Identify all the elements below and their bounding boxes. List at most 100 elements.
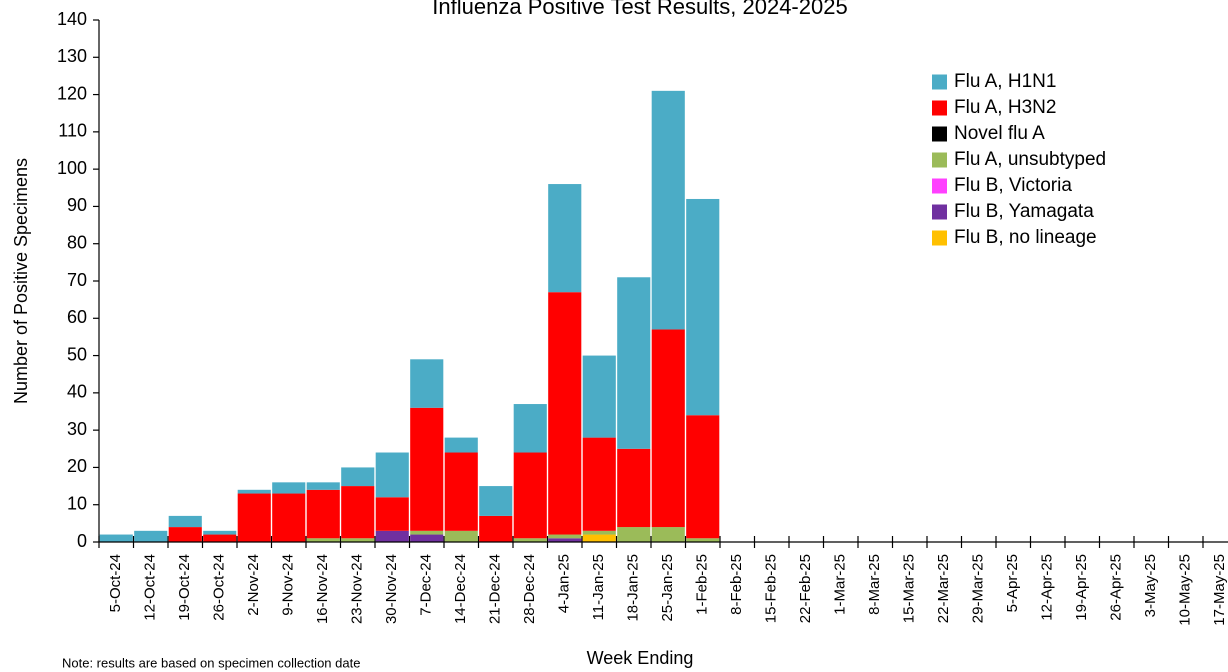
bar-segment xyxy=(651,329,685,528)
bar-segment xyxy=(375,497,409,531)
x-tick-label: 10-May-25 xyxy=(1177,554,1194,626)
x-tick-label: 8-Feb-25 xyxy=(728,554,745,615)
x-tick-label: 29-Mar-25 xyxy=(970,554,987,623)
bar-segment xyxy=(272,493,306,542)
y-tick-label: 130 xyxy=(57,46,87,66)
legend-label: Flu B, Victoria xyxy=(954,175,1072,196)
x-tick-label: 9-Nov-24 xyxy=(280,554,297,616)
bar-segment xyxy=(341,538,375,542)
x-tick-label: 5-Apr-25 xyxy=(1004,554,1021,612)
x-tick-label: 17-May-25 xyxy=(1211,554,1228,626)
x-tick-label: 4-Jan-25 xyxy=(556,554,573,613)
bar-segment xyxy=(375,530,409,542)
x-tick-label: 8-Mar-25 xyxy=(866,554,883,615)
legend-label: Flu A, unsubtyped xyxy=(954,149,1106,170)
x-tick-label: 23-Nov-24 xyxy=(349,554,366,624)
bar-segment xyxy=(617,277,651,449)
x-tick-label: 26-Apr-25 xyxy=(1108,554,1125,621)
bar-segment xyxy=(548,538,582,542)
bar-segment xyxy=(168,527,202,542)
bar-segment xyxy=(651,527,685,542)
x-tick-label: 26-Oct-24 xyxy=(211,554,228,621)
y-tick-label: 50 xyxy=(67,344,87,364)
y-tick-label: 20 xyxy=(67,456,87,476)
bar-segment xyxy=(479,515,513,542)
legend-label: Flu B, Yamagata xyxy=(954,201,1094,222)
x-tick-label: 1-Feb-25 xyxy=(694,554,711,615)
bar-segment xyxy=(410,359,444,408)
x-tick-label: 28-Dec-24 xyxy=(521,554,538,624)
y-tick-label: 110 xyxy=(58,121,87,141)
bar-segment xyxy=(272,482,306,494)
x-tick-label: 19-Oct-24 xyxy=(176,554,193,621)
y-tick-label: 80 xyxy=(67,232,87,252)
bar-segment xyxy=(168,515,202,528)
legend-swatch xyxy=(932,178,947,194)
y-tick-label: 140 xyxy=(57,9,87,29)
x-tick-label: 2-Nov-24 xyxy=(245,554,262,616)
y-tick-label: 0 xyxy=(77,531,87,551)
bar-segment xyxy=(99,534,133,542)
x-tick-label: 15-Mar-25 xyxy=(901,554,918,623)
bar-segment xyxy=(306,538,340,542)
x-tick-label: 11-Jan-25 xyxy=(590,554,607,620)
x-axis-label: Week Ending xyxy=(587,648,694,668)
bar-segment xyxy=(513,452,547,539)
bar-segment xyxy=(306,489,340,539)
bar-segment xyxy=(548,184,582,293)
bar-segment xyxy=(651,90,685,330)
legend-label: Flu A, H1N1 xyxy=(954,71,1056,92)
bar-segment xyxy=(341,467,375,487)
bar-segment xyxy=(306,482,340,490)
y-tick-label: 60 xyxy=(67,307,87,327)
note: Note: results are based on specimen coll… xyxy=(62,655,360,670)
bar-segment xyxy=(444,452,478,531)
y-tick-label: 30 xyxy=(67,419,87,439)
x-tick-label: 16-Nov-24 xyxy=(314,554,331,624)
x-tick-label: 1-Mar-25 xyxy=(832,554,849,615)
y-tick-label: 120 xyxy=(57,83,87,103)
x-tick-label: 22-Mar-25 xyxy=(935,554,952,623)
legend-swatch xyxy=(932,126,947,142)
x-tick-label: 22-Feb-25 xyxy=(797,554,814,623)
bar-segment xyxy=(617,448,651,528)
bar-segment xyxy=(203,530,237,535)
x-tick-label: 12-Oct-24 xyxy=(142,554,159,621)
x-tick-label: 15-Feb-25 xyxy=(763,554,780,623)
bar-segment xyxy=(513,538,547,542)
x-tick-label: 7-Dec-24 xyxy=(418,554,435,616)
bar-segment xyxy=(410,530,444,535)
legend-swatch xyxy=(932,100,947,116)
bar-segment xyxy=(444,437,478,453)
x-tick-label: 5-Oct-24 xyxy=(107,554,124,612)
bar-segment xyxy=(582,534,616,542)
y-tick-label: 90 xyxy=(67,195,87,215)
bar-segment xyxy=(203,534,237,542)
legend-swatch xyxy=(932,204,947,220)
y-tick-label: 100 xyxy=(57,158,87,178)
x-tick-label: 18-Jan-25 xyxy=(625,554,642,622)
bar-segment xyxy=(686,198,720,416)
x-tick-label: 12-Apr-25 xyxy=(1039,554,1056,621)
legend-label: Novel flu A xyxy=(954,123,1045,144)
legend-label: Flu B, no lineage xyxy=(954,227,1097,248)
bar-segment xyxy=(237,493,271,542)
bar-segment xyxy=(548,292,582,535)
x-tick-label: 30-Nov-24 xyxy=(383,554,400,624)
bar-segment xyxy=(341,486,375,539)
legend-label: Flu A, H3N2 xyxy=(954,97,1056,118)
y-tick-label: 10 xyxy=(67,493,87,513)
x-tick-label: 19-Apr-25 xyxy=(1073,554,1090,621)
bar-segment xyxy=(479,486,513,516)
x-tick-label: 25-Jan-25 xyxy=(659,554,676,622)
legend-swatch xyxy=(932,74,947,90)
bar-segment xyxy=(410,534,444,542)
bar-segment xyxy=(410,407,444,531)
y-tick-label: 40 xyxy=(67,382,87,402)
bar-segment xyxy=(582,437,616,531)
y-tick-label: 70 xyxy=(67,270,87,290)
bar-segment xyxy=(617,527,651,542)
y-axis-label: Number of Positive Specimens xyxy=(11,158,31,404)
